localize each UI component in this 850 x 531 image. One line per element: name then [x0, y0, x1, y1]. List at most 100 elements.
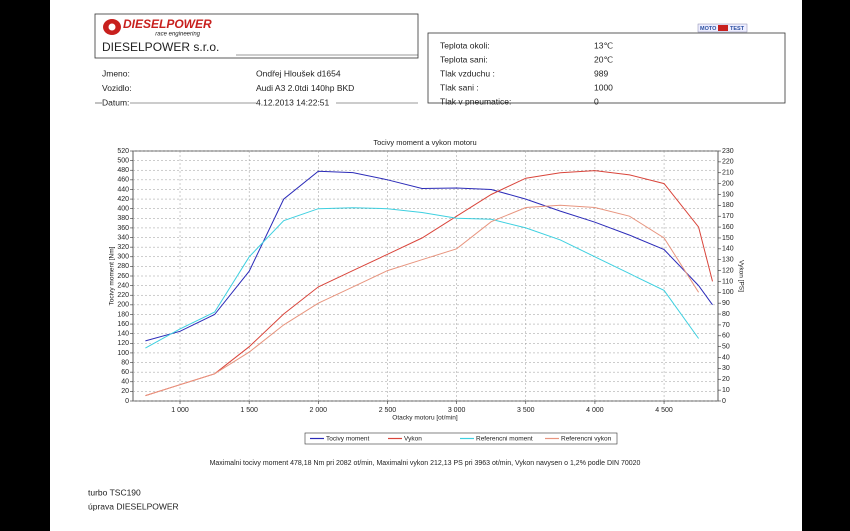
note: úprava DIESELPOWER [88, 501, 179, 511]
y-tick-label: 80 [121, 359, 129, 366]
y2-tick-label: 60 [722, 333, 730, 340]
y2-tick-label: 220 [722, 159, 734, 166]
field-label: Jmeno: [102, 68, 130, 78]
x-axis-title: Otacky motoru [ot/min] [392, 415, 458, 422]
y2-tick-label: 130 [722, 257, 734, 264]
x-tick-label: 4 000 [586, 407, 604, 414]
condition-value: 1000 [594, 82, 613, 92]
y-tick-label: 500 [117, 157, 129, 164]
condition-value: 20℃ [594, 54, 613, 64]
y-tick-label: 100 [117, 350, 129, 357]
x-tick-label: 2 000 [310, 407, 328, 414]
y-tick-label: 180 [117, 311, 129, 318]
y-tick-label: 320 [117, 244, 129, 251]
badge-mark [718, 25, 728, 31]
y2-tick-label: 120 [722, 267, 734, 274]
y2-tick-label: 200 [722, 180, 734, 187]
footnote: Maximalni tocivy moment 478,18 Nm pri 20… [210, 460, 641, 467]
y2-tick-label: 150 [722, 235, 734, 242]
condition-label: Teplota sani: [440, 54, 488, 64]
y2-tick-label: 90 [722, 300, 730, 307]
logo-title: DIESELPOWER [123, 17, 212, 31]
logo-subtitle: race engineering [155, 32, 200, 38]
y-tick-label: 20 [121, 388, 129, 395]
badge-right: TEST [730, 26, 745, 32]
field-value: Audi A3 2.0tdi 140hp BKD [256, 83, 354, 93]
x-tick-label: 1 000 [171, 407, 189, 414]
y2-tick-label: 180 [722, 202, 734, 209]
y2-tick-label: 70 [722, 322, 730, 329]
y2-tick-label: 50 [722, 343, 730, 350]
y-tick-label: 440 [117, 186, 129, 193]
x-tick-label: 4 500 [655, 407, 673, 414]
y-tick-label: 40 [121, 379, 129, 386]
condition-value: 0 [594, 96, 599, 106]
conditions-box [427, 32, 786, 104]
y-tick-label: 60 [121, 369, 129, 376]
y-axis-title: Tocivy moment [Nm] [109, 246, 116, 305]
legend-label: Referencni moment [476, 436, 533, 443]
y-tick-label: 460 [117, 177, 129, 184]
y2-tick-label: 140 [722, 246, 734, 253]
logo-mark-inner [108, 23, 116, 31]
field-label: Datum: [102, 97, 129, 107]
field-value: 4.12.2013 14:22:51 [256, 97, 330, 107]
y-tick-label: 480 [117, 167, 129, 174]
condition-label: Tlak v pneumatice: [440, 96, 511, 106]
y-tick-label: 420 [117, 196, 129, 203]
field-label: Vozidlo: [102, 83, 132, 93]
note: turbo TSC190 [88, 487, 141, 497]
condition-label: Tlak vzduchu : [440, 68, 495, 78]
y-tick-label: 260 [117, 273, 129, 280]
condition-label: Teplota okoli: [440, 40, 490, 50]
y2-tick-label: 10 [722, 387, 730, 394]
y-tick-label: 240 [117, 282, 129, 289]
y2-tick-label: 160 [722, 224, 734, 231]
y2-tick-label: 110 [722, 278, 733, 285]
y-tick-label: 160 [117, 321, 129, 328]
legend-label: Tocivy moment [326, 436, 370, 443]
y-tick-label: 380 [117, 215, 129, 222]
badge-left: MOTO [700, 26, 717, 32]
y-tick-label: 400 [117, 206, 129, 213]
series-line [145, 204, 700, 397]
x-tick-label: 3 500 [517, 407, 535, 414]
header-box [94, 13, 419, 59]
x-tick-label: 2 500 [379, 407, 397, 414]
y-tick-label: 200 [117, 302, 129, 309]
series-line [145, 170, 713, 397]
y-tick-label: 220 [117, 292, 129, 299]
y2-axis-title: Vykon [PS] [737, 260, 744, 292]
y2-tick-label: 170 [722, 213, 734, 220]
y-tick-label: 280 [117, 263, 129, 270]
y-tick-label: 360 [117, 225, 129, 232]
y2-tick-label: 40 [722, 354, 730, 361]
series-line [145, 207, 700, 349]
y-tick-label: 520 [117, 148, 129, 155]
field-value: Ondřej Hloušek d1654 [256, 68, 341, 78]
y2-tick-label: 0 [722, 398, 726, 405]
y-tick-label: 340 [117, 234, 129, 241]
legend-label: Referencni vykon [561, 436, 612, 443]
y-tick-label: 120 [117, 340, 129, 347]
legend-label: Vykon [404, 436, 422, 443]
condition-value: 13℃ [594, 40, 613, 50]
y2-tick-label: 210 [722, 170, 734, 177]
company: DIESELPOWER s.r.o. [102, 40, 219, 54]
y2-tick-label: 190 [722, 191, 734, 198]
y-tick-label: 140 [117, 331, 129, 338]
series-line [145, 170, 713, 342]
condition-label: Tlak sani : [440, 82, 479, 92]
chart-title: Tocivy moment a vykon motoru [373, 138, 476, 147]
x-tick-label: 1 500 [240, 407, 258, 414]
y-tick-label: 0 [125, 398, 129, 405]
y2-tick-label: 80 [722, 311, 730, 318]
x-tick-label: 3 000 [448, 407, 466, 414]
y2-tick-label: 20 [722, 376, 730, 383]
y2-tick-label: 30 [722, 365, 730, 372]
y2-tick-label: 100 [722, 289, 734, 296]
condition-value: 989 [594, 68, 608, 78]
y2-tick-label: 230 [722, 148, 734, 155]
